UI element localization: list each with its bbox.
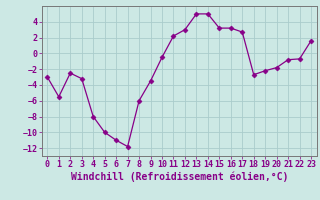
X-axis label: Windchill (Refroidissement éolien,°C): Windchill (Refroidissement éolien,°C) [70,172,288,182]
